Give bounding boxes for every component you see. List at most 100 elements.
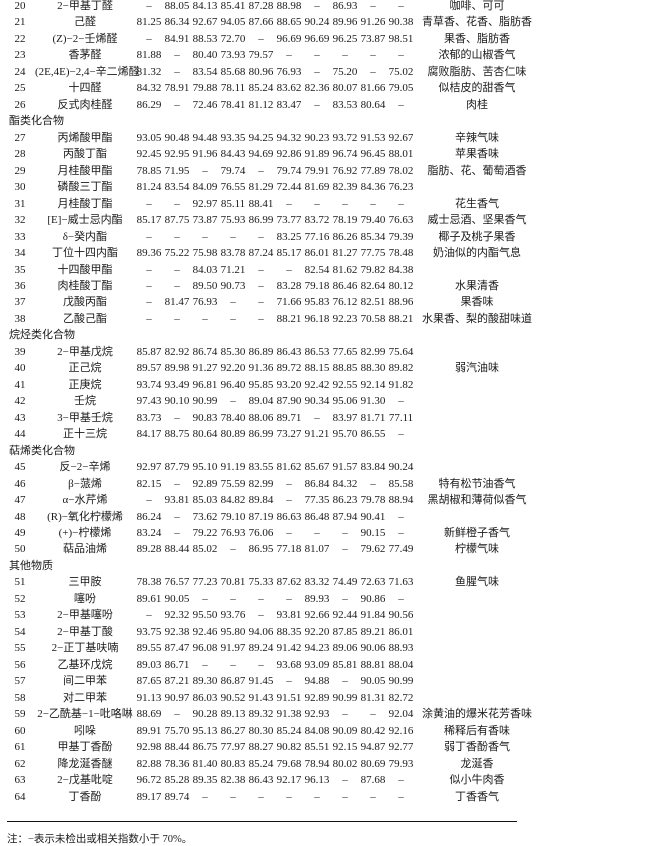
- value-cell: 91.38: [276, 708, 302, 721]
- value-cell: 90.10: [164, 395, 190, 408]
- value-cell: –: [342, 543, 348, 556]
- value-cell: –: [174, 65, 180, 78]
- table-row: 30 磷酸三丁酯 81.24 83.54 84.09 76.55 81.29 72.44 81.…: [0, 179, 658, 195]
- value-cell: 89.30: [192, 675, 218, 688]
- value-cell: 84.03: [192, 263, 218, 276]
- value-cell: 95.10: [192, 461, 218, 474]
- value-cell: 95.50: [192, 609, 218, 622]
- value-cell: 79.78: [360, 494, 386, 507]
- value-cell: 80.07: [332, 82, 358, 95]
- value-cell: 83.78: [220, 247, 246, 260]
- value-cell: 92.14: [360, 378, 386, 391]
- value-cell: 81.31: [360, 691, 386, 704]
- value-cell: –: [314, 527, 320, 539]
- value-cell: 93.74: [136, 378, 162, 391]
- value-cell: 79.62: [360, 543, 386, 556]
- value-cell: 92.66: [304, 609, 330, 622]
- compound-name: (+)−柠檬烯: [58, 527, 112, 539]
- odor-description: 似桔皮的甜香气: [438, 82, 516, 95]
- value-cell: 90.99: [388, 675, 414, 688]
- value-cell: 88.65: [276, 16, 302, 29]
- value-cell: 89.71: [276, 411, 302, 424]
- value-cell: 82.51: [360, 296, 386, 309]
- value-cell: 83.72: [304, 214, 330, 227]
- value-cell: 83.62: [276, 82, 302, 95]
- odor-description: 稀释后有香味: [444, 724, 510, 737]
- value-cell: 92.32: [164, 609, 190, 622]
- odor-description: [415, 624, 539, 640]
- value-cell: 81.32: [136, 65, 162, 78]
- value-cell: –: [398, 0, 404, 12]
- value-cell: –: [370, 197, 376, 210]
- value-cell: 79.39: [388, 230, 414, 243]
- value-cell: 93.20: [276, 378, 302, 391]
- value-cell: 92.38: [164, 625, 190, 638]
- table-row: 63 2−戊基吡啶 96.72 85.28 89.35 82.38 86.43 92.17 96…: [0, 772, 658, 788]
- value-cell: 76.92: [332, 164, 358, 177]
- row-number: 54: [14, 625, 26, 638]
- row-number: 45: [14, 461, 26, 474]
- odor-description: 水果清香: [455, 279, 499, 292]
- value-cell: 78.19: [332, 214, 358, 227]
- value-cell: 91.84: [360, 609, 386, 622]
- value-cell: 82.72: [388, 691, 414, 704]
- compound-name: 噻吩: [74, 592, 96, 605]
- value-cell: 90.09: [332, 724, 358, 737]
- value-cell: 87.65: [136, 675, 162, 688]
- odor-description: [415, 673, 539, 689]
- value-cell: 85.02: [192, 543, 218, 556]
- odor-description: 柠檬气味: [455, 543, 499, 556]
- value-cell: –: [230, 592, 236, 605]
- value-cell: 86.34: [164, 16, 190, 29]
- value-cell: –: [258, 658, 264, 671]
- value-cell: –: [258, 164, 264, 177]
- row-number: 40: [14, 362, 26, 375]
- value-cell: 90.38: [388, 16, 414, 29]
- value-cell: 82.92: [164, 345, 190, 358]
- value-cell: 89.57: [136, 362, 162, 375]
- compound-name: 己醛: [74, 16, 96, 29]
- value-cell: 87.68: [360, 774, 386, 787]
- value-cell: 88.53: [192, 32, 218, 45]
- value-cell: 86.48: [304, 510, 330, 523]
- value-cell: 86.75: [192, 741, 218, 754]
- row-number: 20: [14, 0, 26, 12]
- odor-description: 苹果香味: [455, 148, 499, 161]
- table-row: 34 丁位十四内酯 89.36 75.22 75.98 83.78 87.24 85.17 86…: [0, 245, 658, 261]
- value-cell: 90.23: [304, 131, 330, 144]
- value-cell: 72.70: [220, 32, 246, 45]
- value-cell: 88.44: [164, 741, 190, 754]
- value-cell: –: [174, 708, 180, 721]
- row-number: 43: [14, 411, 26, 424]
- value-cell: 86.23: [332, 494, 358, 507]
- value-cell: 88.27: [248, 741, 274, 754]
- table-row: 27 丙烯酸甲酯 93.05 90.48 94.48 93.35 94.25 94.32 90.…: [0, 130, 658, 146]
- value-cell: 82.88: [136, 757, 162, 770]
- value-cell: 87.94: [332, 510, 358, 523]
- value-cell: 96.69: [276, 32, 302, 45]
- compound-name: 2−甲基丁酸: [57, 625, 113, 638]
- compound-name: 反式肉桂醛: [57, 98, 113, 111]
- value-cell: 75.93: [220, 214, 246, 227]
- value-cell: 83.28: [276, 279, 302, 292]
- value-cell: 83.25: [276, 230, 302, 243]
- value-cell: 89.74: [164, 790, 190, 803]
- odor-description: [415, 377, 539, 393]
- row-number: 60: [14, 724, 26, 737]
- value-cell: 85.67: [304, 461, 330, 474]
- value-cell: –: [286, 49, 292, 62]
- value-cell: –: [314, 65, 320, 78]
- odor-description: 威士忌酒、坚果香气: [427, 214, 527, 227]
- value-cell: 84.17: [136, 428, 162, 441]
- odor-description: 弱汽油味: [455, 362, 499, 375]
- value-cell: 90.73: [220, 279, 246, 292]
- value-cell: 78.94: [304, 757, 330, 770]
- table-row: 54 2−甲基丁酸 93.75 92.38 92.46 95.80 94.06 88.35 92…: [0, 624, 658, 640]
- value-cell: 90.15: [360, 527, 386, 539]
- value-cell: 81.62: [332, 263, 358, 276]
- value-cell: 90.24: [304, 16, 330, 29]
- value-cell: 77.23: [192, 576, 218, 589]
- value-cell: 76.93: [192, 296, 218, 309]
- value-cell: 87.90: [276, 395, 302, 408]
- value-cell: 85.58: [388, 477, 414, 490]
